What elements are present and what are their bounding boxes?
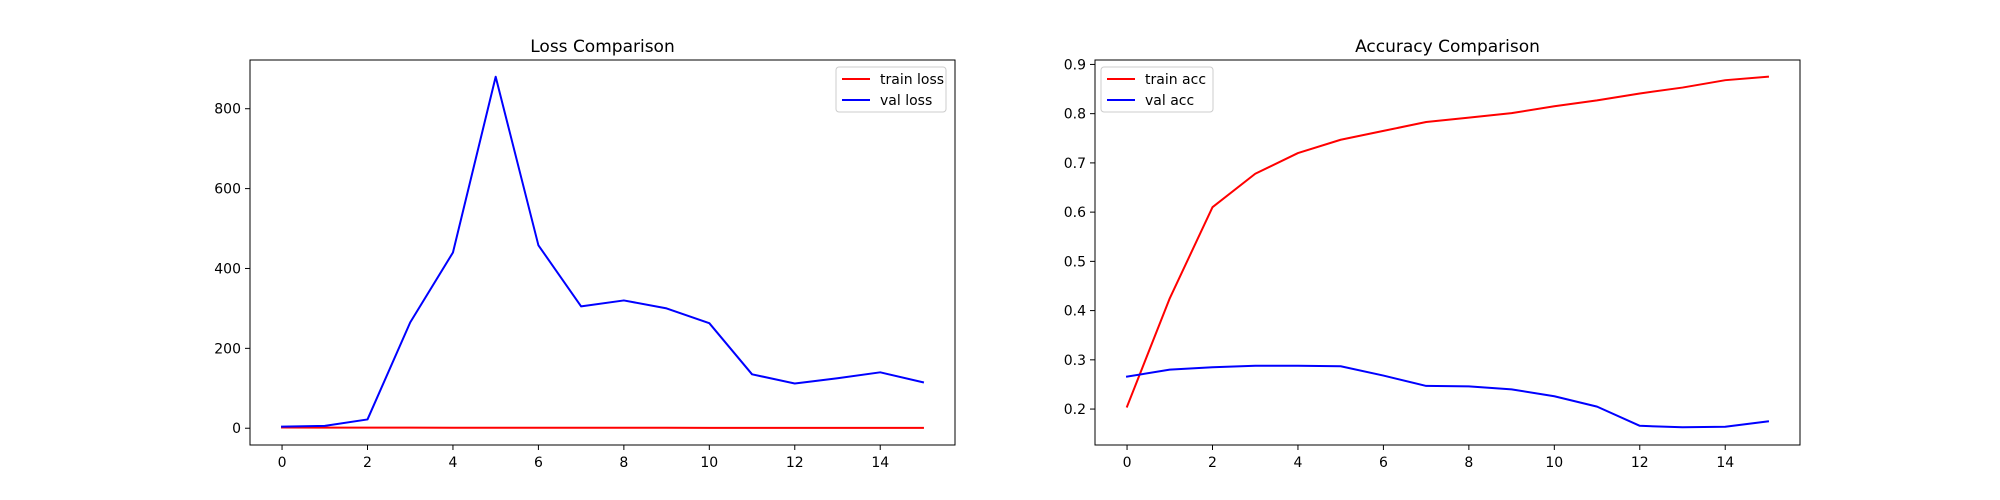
y-tick-label: 0.2 <box>1064 402 1086 418</box>
y-tick-label: 0.6 <box>1064 205 1086 221</box>
accuracy-chart: 0 2 4 6 8 10 12 14 0.2 0.3 0.4 0.5 0.6 0.7 0.8 0.9 Accur… <box>1064 37 1801 471</box>
plot-frame <box>249 59 956 446</box>
chart-title: Accuracy Comparison <box>1355 37 1540 57</box>
x-tick-label: 4 <box>448 455 457 471</box>
legend-label: train acc <box>1145 72 1206 88</box>
x-tick-label: 14 <box>871 455 889 471</box>
y-tick-label: 0.9 <box>1064 57 1086 73</box>
legend-label: val acc <box>1145 93 1194 109</box>
y-tick-label: 200 <box>214 341 241 357</box>
x-tick-label: 2 <box>363 455 372 471</box>
x-tick-label: 6 <box>1379 455 1388 471</box>
x-tick-label: 14 <box>1716 455 1734 471</box>
x-tick-label: 4 <box>1293 455 1302 471</box>
x-tick-label: 10 <box>700 455 718 471</box>
y-tick-label: 0.4 <box>1064 304 1086 320</box>
series-line-val-acc <box>1125 364 1770 429</box>
x-tick-label: 8 <box>1464 455 1473 471</box>
x-tick-label: 10 <box>1545 455 1563 471</box>
x-tick-label: 6 <box>534 455 543 471</box>
series-line-val-loss <box>281 75 925 428</box>
y-tick-label: 800 <box>214 102 241 118</box>
chart-title: Loss Comparison <box>530 37 674 57</box>
y-tick-label: 0.8 <box>1064 107 1086 123</box>
y-tick-label: 0 <box>232 421 241 437</box>
x-tick-label: 12 <box>786 455 804 471</box>
series-line-train-acc <box>1125 75 1770 408</box>
x-tick-label: 12 <box>1631 455 1649 471</box>
x-tick-label: 0 <box>1123 455 1132 471</box>
loss-chart: 0 2 4 6 8 10 12 14 0 200 400 600 800 Loss Comparison t… <box>214 37 956 471</box>
y-tick-label: 400 <box>214 261 241 277</box>
y-tick-label: 0.7 <box>1064 156 1086 172</box>
x-tick-label: 0 <box>278 455 287 471</box>
legend-label: train loss <box>880 72 944 88</box>
y-tick-label: 600 <box>214 182 241 198</box>
x-tick-label: 8 <box>619 455 628 471</box>
x-tick-label: 2 <box>1208 455 1217 471</box>
plot-frame <box>1094 59 1801 446</box>
y-tick-label: 0.3 <box>1064 353 1086 369</box>
y-tick-label: 0.5 <box>1064 254 1086 270</box>
legend-label: val loss <box>880 93 932 109</box>
